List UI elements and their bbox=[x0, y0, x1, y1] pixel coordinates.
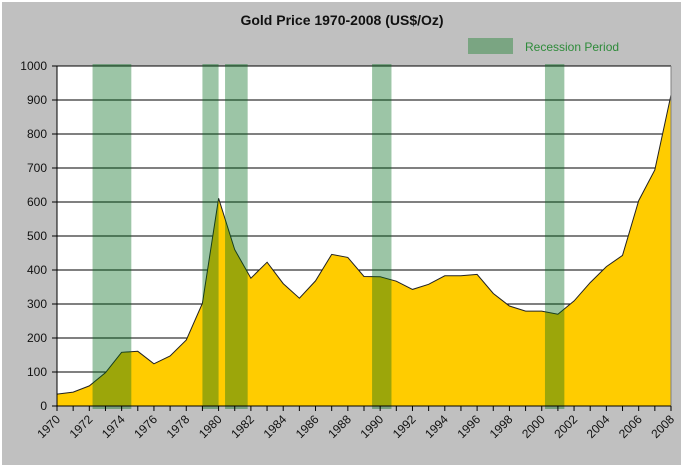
y-tick-label: 900 bbox=[27, 93, 47, 107]
y-tick-label: 100 bbox=[27, 365, 47, 379]
chart-title: Gold Price 1970-2008 (US$/Oz) bbox=[240, 12, 443, 28]
y-tick-label: 600 bbox=[27, 195, 47, 209]
legend-swatch bbox=[468, 38, 513, 54]
price-area bbox=[57, 94, 671, 407]
y-tick-label: 1000 bbox=[20, 59, 47, 73]
y-tick-label: 800 bbox=[27, 127, 47, 141]
recession-bar bbox=[372, 64, 392, 409]
price-line bbox=[56, 94, 672, 395]
recession-bar bbox=[92, 64, 132, 409]
y-tick-label: 200 bbox=[27, 331, 47, 345]
y-tick-label: 500 bbox=[27, 229, 47, 243]
y-tick-label: 400 bbox=[27, 263, 47, 277]
y-tick-label: 300 bbox=[27, 297, 47, 311]
recession-bar bbox=[544, 64, 565, 409]
legend-label: Recession Period bbox=[525, 40, 619, 54]
y-tick-label: 700 bbox=[27, 161, 47, 175]
recession-bar bbox=[202, 64, 219, 409]
recession-bar bbox=[225, 64, 248, 409]
y-tick-label: 0 bbox=[40, 399, 47, 413]
